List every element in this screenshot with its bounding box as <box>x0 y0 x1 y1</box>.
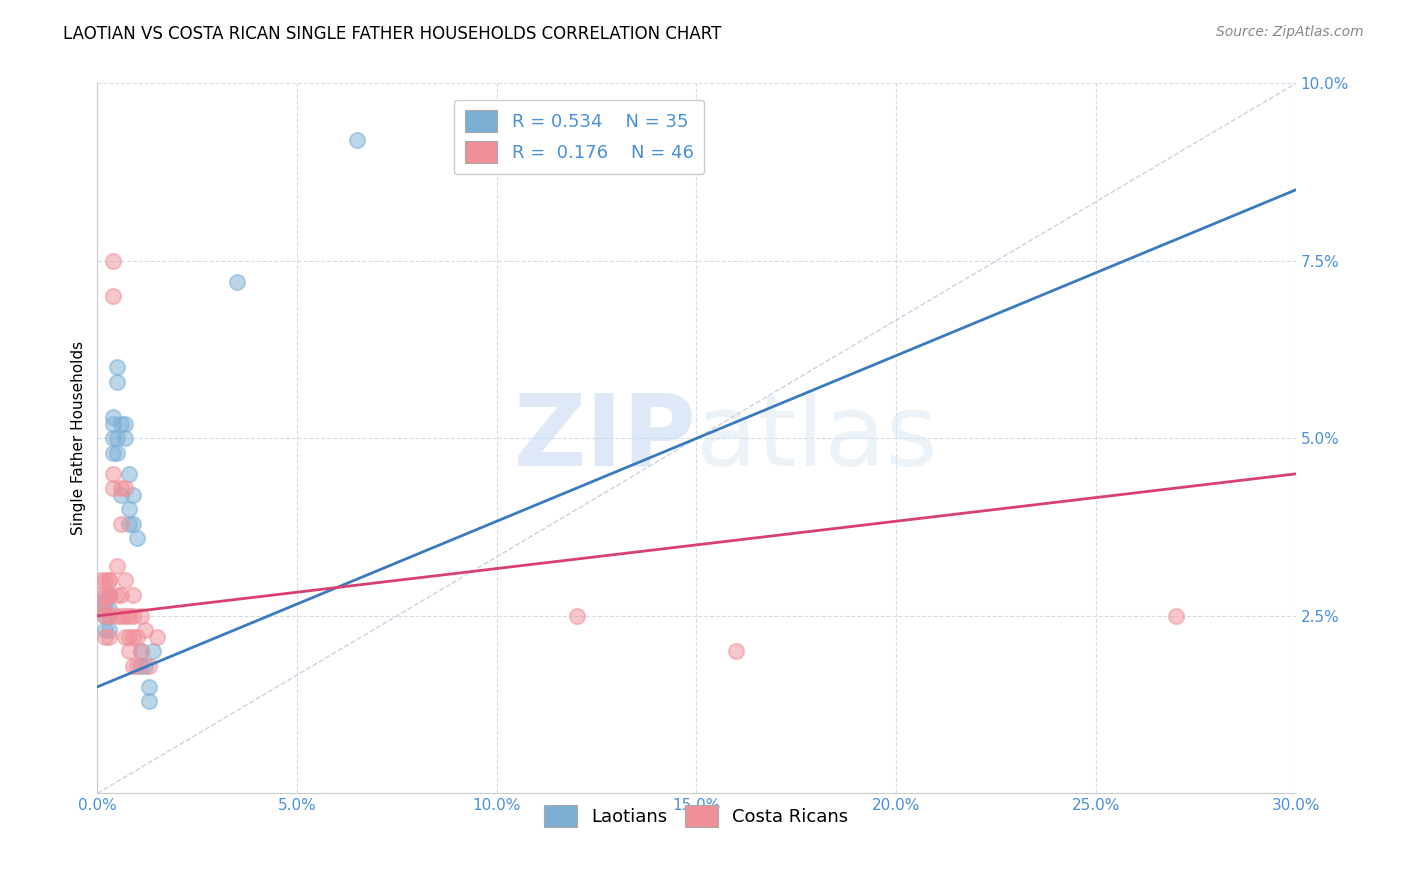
Text: atlas: atlas <box>696 390 938 487</box>
Point <box>105 608 128 623</box>
Point <box>122 488 145 502</box>
Point <box>142 644 165 658</box>
Point <box>98 588 121 602</box>
Point <box>134 623 156 637</box>
Point <box>103 467 125 481</box>
Point <box>105 360 128 375</box>
Text: LAOTIAN VS COSTA RICAN SINGLE FATHER HOUSEHOLDS CORRELATION CHART: LAOTIAN VS COSTA RICAN SINGLE FATHER HOU… <box>63 25 721 43</box>
Point <box>103 417 125 432</box>
Point <box>118 608 141 623</box>
Point <box>122 608 145 623</box>
Point <box>94 574 117 588</box>
Point <box>129 658 152 673</box>
Point <box>565 608 588 623</box>
Point <box>105 445 128 459</box>
Y-axis label: Single Father Households: Single Father Households <box>72 342 86 535</box>
Point <box>94 608 117 623</box>
Point <box>725 644 748 658</box>
Point <box>114 574 136 588</box>
Point <box>105 431 128 445</box>
Point <box>105 588 128 602</box>
Point <box>110 588 132 602</box>
Point <box>98 608 121 623</box>
Point <box>98 588 121 602</box>
Point <box>138 694 160 708</box>
Point <box>114 431 136 445</box>
Point <box>122 658 145 673</box>
Point <box>110 488 132 502</box>
Point <box>98 623 121 637</box>
Point <box>94 588 117 602</box>
Point <box>98 601 121 615</box>
Point <box>98 608 121 623</box>
Point <box>127 658 149 673</box>
Point <box>90 588 112 602</box>
Point <box>114 417 136 432</box>
Point <box>114 630 136 644</box>
Point <box>110 481 132 495</box>
Point <box>103 410 125 425</box>
Point <box>129 644 152 658</box>
Point <box>98 574 121 588</box>
Point <box>122 588 145 602</box>
Point <box>114 608 136 623</box>
Point <box>94 601 117 615</box>
Point <box>94 608 117 623</box>
Point <box>226 275 249 289</box>
Point <box>118 467 141 481</box>
Point <box>346 133 368 147</box>
Point <box>103 445 125 459</box>
Point <box>129 644 152 658</box>
Point <box>122 516 145 531</box>
Point <box>138 658 160 673</box>
Point <box>90 595 112 609</box>
Point <box>103 481 125 495</box>
Point <box>110 417 132 432</box>
Point <box>98 588 121 602</box>
Text: Source: ZipAtlas.com: Source: ZipAtlas.com <box>1216 25 1364 39</box>
Point <box>110 608 132 623</box>
Point <box>118 644 141 658</box>
Point <box>98 630 121 644</box>
Point <box>127 630 149 644</box>
Point <box>103 431 125 445</box>
Point <box>129 608 152 623</box>
Point <box>103 254 125 268</box>
Legend: Laotians, Costa Ricans: Laotians, Costa Ricans <box>537 797 856 834</box>
Point <box>110 516 132 531</box>
Point <box>114 481 136 495</box>
Point <box>122 630 145 644</box>
Point <box>90 574 112 588</box>
Point <box>98 588 121 602</box>
Point <box>118 516 141 531</box>
Point <box>90 601 112 615</box>
Point <box>105 559 128 574</box>
Point <box>138 680 160 694</box>
Point <box>94 630 117 644</box>
Point <box>134 658 156 673</box>
Point <box>94 595 117 609</box>
Point <box>146 630 169 644</box>
Point <box>103 289 125 303</box>
Point <box>1164 608 1187 623</box>
Point <box>118 502 141 516</box>
Point <box>127 531 149 545</box>
Text: ZIP: ZIP <box>513 390 696 487</box>
Point <box>94 623 117 637</box>
Point <box>118 630 141 644</box>
Point <box>105 375 128 389</box>
Point <box>98 574 121 588</box>
